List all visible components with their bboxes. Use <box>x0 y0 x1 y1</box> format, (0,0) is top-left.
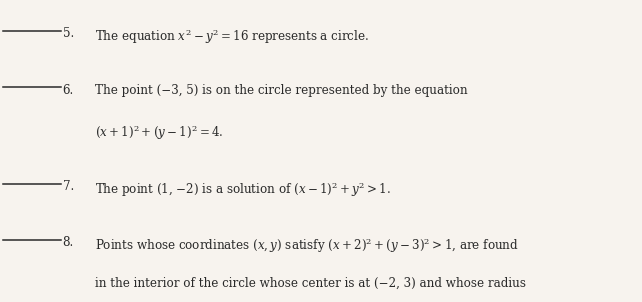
Text: The equation $x^2 - y^2 = 16$ represents a circle.: The equation $x^2 - y^2 = 16$ represents… <box>95 27 369 46</box>
Text: 5.: 5. <box>62 27 74 40</box>
Text: in the interior of the circle whose center is at (−2, 3) and whose radius: in the interior of the circle whose cent… <box>95 276 526 289</box>
Text: The point (−3, 5) is on the circle represented by the equation: The point (−3, 5) is on the circle repre… <box>95 84 467 97</box>
Text: 8.: 8. <box>62 236 74 249</box>
Text: $(x + 1)^2 + (y - 1)^2 = 4.$: $(x + 1)^2 + (y - 1)^2 = 4.$ <box>95 124 223 143</box>
Text: The point (1, −2) is a solution of $(x - 1)^2 + y^2 > 1.$: The point (1, −2) is a solution of $(x -… <box>95 180 391 199</box>
Text: 7.: 7. <box>62 180 74 193</box>
Text: Points whose coordinates $(x, y)$ satisfy $(x + 2)^2 + (y - 3)^2 > 1$, are found: Points whose coordinates $(x, y)$ satisf… <box>95 236 519 255</box>
Text: 6.: 6. <box>62 84 74 97</box>
